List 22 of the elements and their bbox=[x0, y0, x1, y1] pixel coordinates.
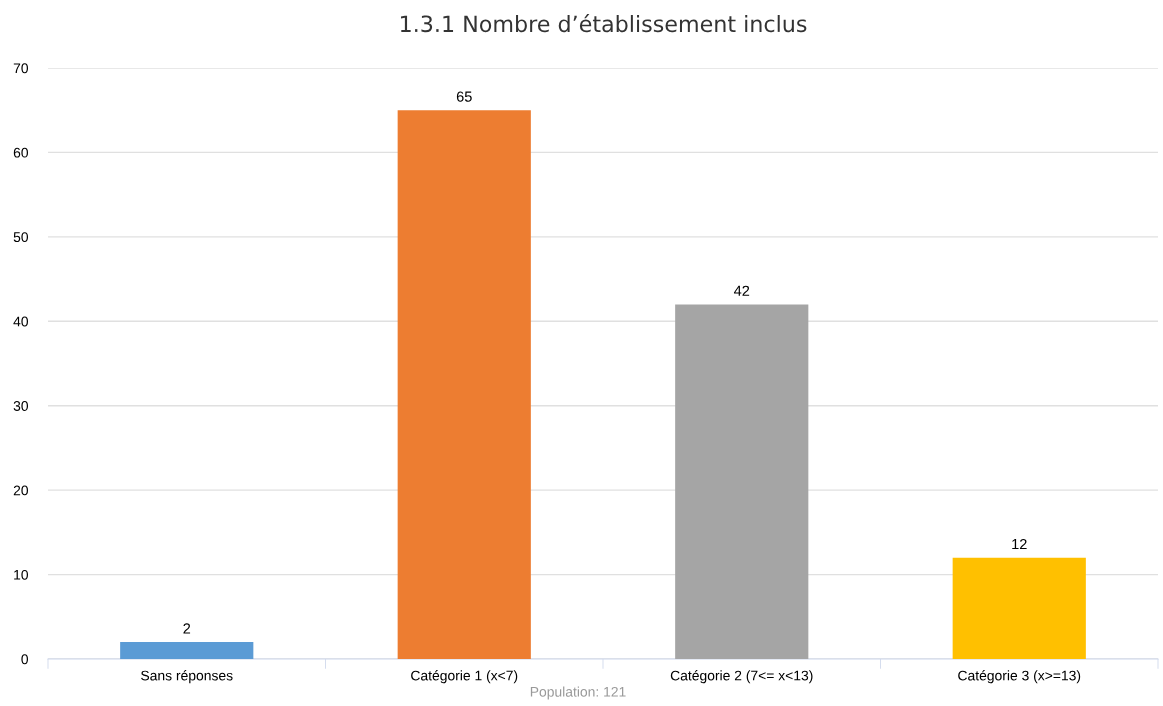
bar bbox=[675, 304, 809, 659]
bar bbox=[397, 110, 531, 659]
data-label: 2 bbox=[183, 623, 191, 634]
y-tick-label: 0 bbox=[21, 654, 29, 665]
x-tick-label: Sans réponses bbox=[141, 670, 233, 684]
data-label: 12 bbox=[1012, 538, 1027, 550]
y-tick-label: 70 bbox=[13, 63, 29, 74]
x-tick-label: Catégorie 3 (x>=13) bbox=[958, 670, 1081, 684]
data-label: 42 bbox=[733, 285, 750, 296]
y-tick-label: 50 bbox=[13, 232, 29, 243]
y-tick-label: 40 bbox=[13, 316, 29, 327]
bar bbox=[120, 642, 254, 659]
data-label: 65 bbox=[456, 91, 472, 102]
x-tick-label: Catégorie 2 (7<= x<13) bbox=[670, 670, 813, 684]
y-tick-label: 20 bbox=[13, 485, 29, 496]
y-tick-label: 60 bbox=[13, 147, 29, 158]
chart-title: 1.3.1 Nombre d’établissement inclus bbox=[400, 14, 807, 33]
text: Population: 121 bbox=[530, 686, 626, 700]
y-tick-label: 10 bbox=[14, 569, 29, 580]
y-tick-label: 30 bbox=[13, 401, 29, 411]
x-tick-label: Catégorie 1 (x<7) bbox=[411, 670, 518, 684]
bar bbox=[952, 557, 1086, 659]
